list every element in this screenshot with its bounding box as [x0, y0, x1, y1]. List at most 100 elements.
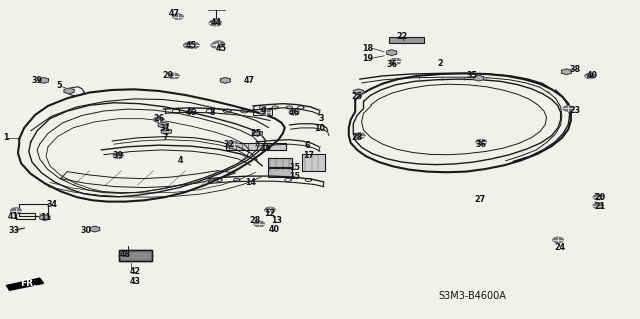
Text: 26: 26 [153, 114, 164, 123]
Text: 46: 46 [185, 108, 196, 117]
Text: 42: 42 [130, 267, 141, 276]
Text: 19: 19 [362, 54, 374, 63]
Text: 20: 20 [595, 193, 606, 202]
Circle shape [210, 20, 221, 26]
Text: 31: 31 [159, 124, 171, 133]
Circle shape [265, 207, 275, 212]
Text: 45: 45 [215, 44, 227, 53]
Text: 30: 30 [81, 226, 92, 235]
Text: 28: 28 [249, 216, 260, 225]
Text: 17: 17 [303, 151, 314, 160]
Text: 6: 6 [305, 141, 310, 150]
Circle shape [188, 42, 199, 48]
Bar [302, 154, 324, 172]
Text: 12: 12 [264, 209, 276, 218]
Text: 13: 13 [271, 216, 282, 225]
Text: 28: 28 [351, 133, 363, 142]
Text: 18: 18 [362, 44, 374, 53]
Text: FR.: FR. [20, 279, 37, 288]
Polygon shape [6, 278, 44, 290]
Polygon shape [161, 129, 172, 134]
Text: 21: 21 [595, 202, 606, 211]
Bar [253, 109, 272, 115]
Polygon shape [353, 89, 364, 95]
Text: 15: 15 [289, 172, 300, 181]
Circle shape [390, 59, 401, 64]
Circle shape [173, 14, 183, 19]
Text: 47: 47 [244, 76, 255, 85]
Text: 23: 23 [569, 106, 580, 115]
Circle shape [593, 195, 604, 200]
Text: 5: 5 [56, 81, 61, 90]
Text: 29: 29 [162, 71, 173, 80]
Text: 47: 47 [168, 9, 180, 18]
Bar [119, 249, 152, 261]
Circle shape [390, 59, 401, 64]
Circle shape [169, 73, 179, 78]
Text: 3: 3 [319, 114, 324, 123]
Circle shape [184, 43, 194, 48]
Text: 15: 15 [289, 163, 300, 172]
Text: 45: 45 [185, 41, 196, 50]
Text: 33: 33 [8, 226, 20, 235]
Circle shape [355, 133, 365, 138]
Bar [268, 158, 292, 167]
Circle shape [213, 41, 225, 47]
Circle shape [254, 221, 264, 226]
Circle shape [209, 20, 220, 26]
Text: 25: 25 [250, 129, 262, 138]
Text: 38: 38 [569, 65, 580, 74]
Polygon shape [387, 50, 397, 56]
Circle shape [289, 110, 300, 115]
Text: 41: 41 [7, 212, 19, 221]
Text: 4: 4 [178, 156, 183, 165]
Text: 36: 36 [476, 140, 487, 149]
Text: 16: 16 [260, 143, 271, 152]
Polygon shape [220, 78, 230, 83]
Polygon shape [158, 122, 168, 128]
Text: 7: 7 [163, 133, 168, 142]
Text: 2: 2 [438, 59, 443, 68]
Text: 46: 46 [289, 108, 300, 117]
Circle shape [211, 43, 221, 48]
Text: 8: 8 [210, 108, 215, 117]
Text: 39: 39 [31, 76, 43, 85]
Text: 14: 14 [245, 178, 257, 187]
Text: 34: 34 [47, 200, 58, 209]
Bar [389, 37, 424, 43]
Bar [268, 168, 292, 177]
Bar [19, 204, 47, 216]
Text: 40: 40 [586, 71, 598, 80]
Text: 48: 48 [119, 250, 131, 259]
Bar [119, 249, 152, 261]
Text: 32: 32 [223, 140, 235, 149]
Circle shape [585, 73, 595, 78]
Circle shape [113, 153, 124, 158]
Text: 35: 35 [467, 71, 478, 80]
Circle shape [154, 117, 164, 122]
Text: 24: 24 [554, 243, 566, 252]
Bar [16, 213, 35, 219]
Text: 22: 22 [396, 32, 408, 41]
Circle shape [553, 237, 563, 242]
Polygon shape [561, 69, 572, 75]
Text: 40: 40 [268, 225, 280, 234]
Text: 36: 36 [386, 60, 397, 69]
Circle shape [188, 43, 198, 48]
Circle shape [476, 139, 486, 145]
Polygon shape [252, 130, 262, 136]
Polygon shape [64, 88, 74, 94]
Text: 44: 44 [211, 19, 222, 27]
Bar [226, 143, 287, 150]
Polygon shape [90, 226, 100, 232]
Text: 10: 10 [314, 124, 326, 133]
Text: 11: 11 [40, 213, 52, 222]
Circle shape [593, 203, 604, 208]
Text: 9: 9 [261, 107, 266, 116]
Circle shape [563, 106, 573, 111]
Text: S3M3-B4600A: S3M3-B4600A [438, 292, 506, 301]
Text: 25: 25 [351, 92, 363, 101]
Circle shape [11, 208, 21, 213]
Circle shape [260, 110, 271, 115]
Polygon shape [474, 75, 484, 81]
